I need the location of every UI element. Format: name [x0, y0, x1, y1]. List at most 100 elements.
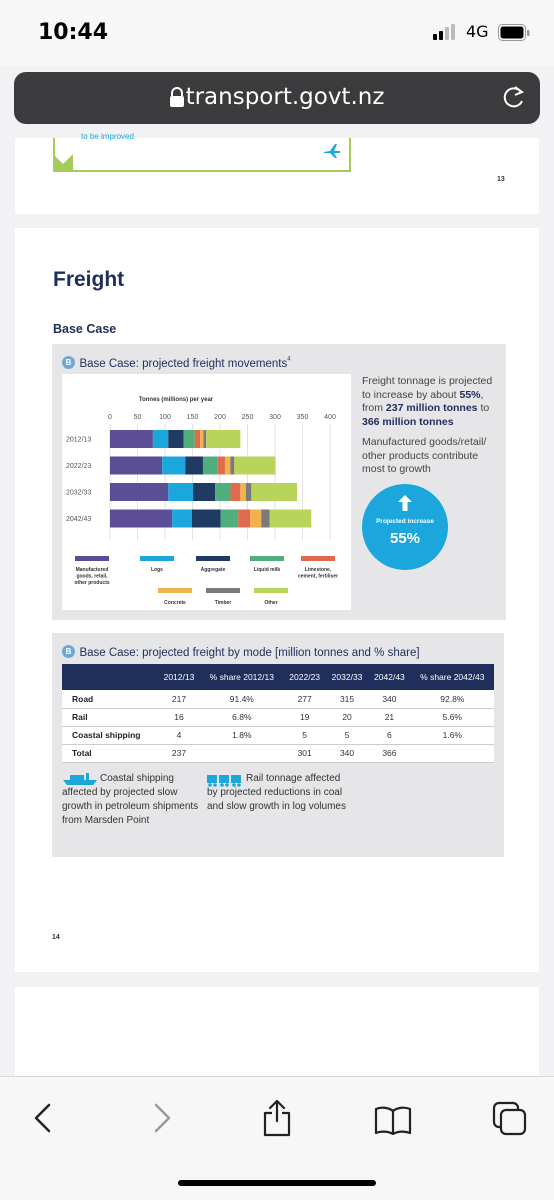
table-header-cell: % share 2042/43 — [410, 664, 494, 690]
table-cell: 5 — [325, 726, 369, 745]
page-number: 13 — [497, 176, 505, 183]
table-cell: 366 — [368, 744, 411, 763]
badge-label: Projected increase — [376, 518, 434, 525]
reload-icon[interactable] — [501, 84, 527, 110]
status-bar: 10:44 4G — [0, 0, 554, 66]
bar-segment — [168, 430, 184, 448]
lock-icon — [170, 87, 184, 107]
bar-segment — [110, 456, 163, 475]
bar-segment — [245, 483, 252, 501]
table-cell: 301 — [283, 744, 326, 763]
battery-icon — [498, 24, 530, 41]
bar-segment — [194, 430, 201, 448]
table-cell: 1.6% — [410, 726, 494, 745]
bar-segment — [172, 509, 192, 528]
legend-swatch — [301, 556, 335, 561]
back-icon[interactable] — [32, 1103, 54, 1133]
legend-label: Aggregate — [201, 567, 226, 573]
clock: 10:44 — [38, 20, 109, 45]
badge-value: 55% — [389, 530, 421, 547]
bar-segment — [191, 509, 221, 528]
freight-stacked-bar-chart: Tonnes (millions) per year 0 50 100 150 200 25… — [66, 397, 338, 606]
section-bullet: B — [62, 356, 75, 370]
y-category-label: 2012/13 — [66, 437, 91, 444]
rail-note-title: Rail tonnage affected — [246, 773, 341, 784]
table-cell: 5 — [283, 726, 326, 745]
tabs-icon[interactable] — [492, 1101, 528, 1137]
legend-label: other products — [74, 580, 109, 586]
summary-text-2: , from — [362, 388, 484, 415]
legend-swatch — [158, 588, 192, 593]
table-cell: 277 — [283, 690, 326, 709]
signal-icon — [433, 24, 455, 40]
browser-toolbar — [0, 1076, 554, 1200]
table-cell — [200, 744, 284, 763]
book-icon[interactable] — [374, 1105, 412, 1135]
page-number: 14 — [52, 934, 60, 941]
summary-bold-2: 237 million tonnes — [385, 402, 478, 414]
forward-icon[interactable] — [151, 1103, 173, 1133]
bar-segment — [110, 509, 173, 528]
legend-swatch — [140, 556, 174, 561]
table-cell: 91.4% — [200, 690, 284, 709]
pdf-page-15 — [15, 987, 539, 1087]
table-cell: 92.8% — [410, 690, 494, 709]
bar-segment — [230, 483, 241, 501]
chart-panel-title: B Base Case: projected freight movements… — [62, 354, 291, 372]
table-header-cell: 2022/23 — [283, 664, 326, 690]
bar-segment — [168, 483, 194, 501]
table-cell: 6.8% — [200, 708, 284, 727]
table-cell: 315 — [325, 690, 369, 709]
table-panel-title-text: Base Case: projected freight by mode [mi… — [79, 647, 420, 659]
share-icon[interactable] — [262, 1099, 292, 1137]
legend-label: cement, fertiliser — [298, 574, 338, 580]
rail-note-body: by projected reductions in coal and slow… — [207, 787, 346, 812]
bar-segment — [217, 456, 225, 475]
side-note: Manufactured goods/retail/ other product… — [362, 436, 487, 475]
table-cell: 5.6% — [410, 708, 494, 727]
legend-swatch — [254, 588, 288, 593]
bar-segment — [234, 456, 276, 475]
x-tick-label: 50 — [134, 414, 142, 421]
table-body: Road 217 91.4% 277 315 340 92.8% Rail 16 6.8% 19 20… — [62, 690, 494, 763]
bar-segment — [206, 430, 241, 448]
table-cell: 1.8% — [200, 726, 284, 745]
projected-increase-badge: Projected increase 55% — [362, 484, 448, 570]
pdf-page-14: Freight Base Case B Base Case: projected… — [15, 228, 539, 972]
table-panel: B Base Case: projected freight by mode [… — [52, 633, 504, 857]
table-cell: Total — [62, 744, 158, 763]
bar-segment — [240, 483, 246, 501]
coastal-note-title: Coastal shipping — [100, 773, 174, 784]
legend-swatch — [196, 556, 230, 561]
table-cell: Rail — [62, 708, 158, 727]
arrow-graphic — [53, 154, 73, 172]
legend-label: Logs — [151, 567, 163, 573]
legend-label: Manufactured — [76, 567, 109, 573]
legend-swatch — [75, 556, 109, 561]
bar-segment — [152, 430, 169, 448]
bar-segment — [238, 509, 251, 528]
table-cell: 4 — [157, 726, 201, 745]
x-tick-label: 200 — [214, 414, 226, 421]
table-cell — [410, 744, 494, 763]
bar-segment — [183, 430, 195, 448]
url-text[interactable]: transport.govt.nz — [185, 84, 385, 110]
table-cell: Road — [62, 690, 158, 709]
table-cell: 6 — [368, 726, 411, 745]
summary-text-3: to — [477, 402, 490, 414]
x-tick-label: 250 — [242, 414, 254, 421]
table-cell: 20 — [325, 708, 369, 727]
bar-segment — [269, 509, 312, 528]
x-tick-label: 150 — [187, 414, 199, 421]
table-cell: 16 — [157, 708, 201, 727]
footnote-marker: 4 — [287, 356, 291, 363]
chart-title: Tonnes (millions) per year — [139, 397, 214, 403]
legend-label: Timber — [215, 600, 232, 606]
legend-label: Concrete — [164, 600, 186, 606]
table-cell: 237 — [157, 744, 201, 763]
legend-swatch — [250, 556, 284, 561]
legend-label: Liquid milk — [254, 567, 281, 573]
legend-swatch — [206, 588, 240, 593]
table-row: Total 237 301 340 366 — [62, 744, 494, 763]
address-bar[interactable]: transport.govt.nz — [14, 72, 540, 124]
